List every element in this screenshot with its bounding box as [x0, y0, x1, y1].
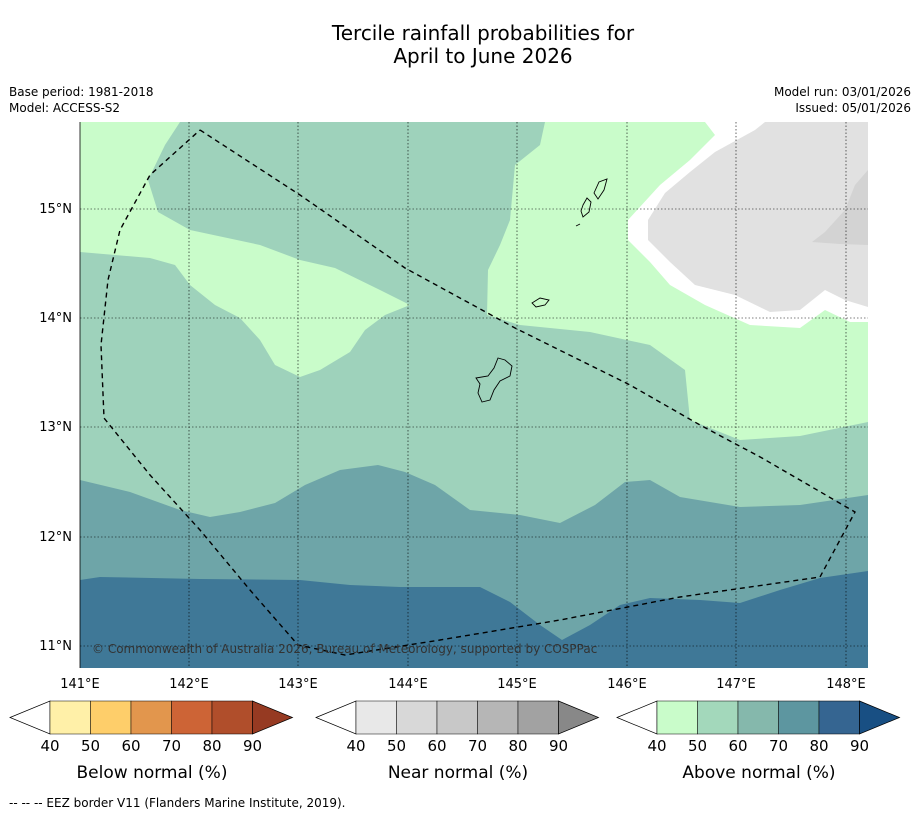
rota-island: [531, 297, 550, 308]
above-lower-extend: [616, 700, 658, 735]
below-color-segment: [130, 700, 172, 735]
lon-label: 143°E: [278, 677, 318, 692]
islands: [475, 178, 608, 403]
probability-map: © Commonwealth of Australia 2026, Bureau…: [9, 122, 901, 783]
below-tick-label: 80: [202, 737, 221, 755]
near-lower-extend: [315, 700, 357, 735]
colorbar-near-label: Near normal (%): [388, 763, 528, 783]
near-color-segment: [517, 700, 559, 735]
colorbar-above-label: Above normal (%): [682, 763, 835, 783]
near-upper-extend: [558, 700, 600, 735]
eez-border: [100, 129, 856, 656]
base-period: Base period: 1981-2018: [9, 85, 154, 99]
model-run: Model run: 03/01/2026: [773, 85, 911, 99]
below-upper-extend: [252, 700, 294, 735]
colorbar-near: 40 50 60 70 80 90: [315, 700, 600, 755]
above-color-segment: [656, 700, 698, 735]
above-tick-label: 80: [809, 737, 828, 755]
lat-label: 14°N: [39, 311, 72, 326]
chart-title: Tercile rainfall probabilities for April…: [0, 22, 919, 68]
below-tick-label: 70: [162, 737, 181, 755]
colorbar-labels: Below normal (%) Near normal (%) Above n…: [77, 763, 836, 783]
lat-label: 13°N: [39, 420, 72, 435]
above-tick-label: 60: [728, 737, 747, 755]
lon-labels: 141°E 142°E 143°E 144°E 145°E 146°E 147°…: [60, 677, 866, 692]
near-color-segment: [355, 700, 397, 735]
map-field: [80, 122, 868, 668]
issued-date: Issued: 05/01/2026: [795, 101, 911, 115]
lat-labels: 15°N 14°N 13°N 12°N 11°N: [39, 202, 72, 654]
lon-label: 144°E: [388, 677, 428, 692]
meta-right: Model run: 03/01/2026 Issued: 05/01/2026: [774, 84, 911, 116]
above-tick-label: 90: [850, 737, 869, 755]
above-color-segment: [697, 700, 739, 735]
above-color-segment: [818, 700, 860, 735]
tinian-island: [580, 197, 592, 218]
above-upper-extend: [859, 700, 901, 735]
below-color-segment: [211, 700, 253, 735]
below-color-segment: [171, 700, 213, 735]
lat-label: 11°N: [39, 639, 72, 654]
below-tick-label: 60: [121, 737, 140, 755]
lon-label: 147°E: [716, 677, 756, 692]
below-color-segment: [49, 700, 91, 735]
near-color-segment: [477, 700, 519, 735]
below-tick-label: 40: [40, 737, 59, 755]
near-color-segment: [396, 700, 438, 735]
near-tick-label: 50: [387, 737, 406, 755]
below-lower-extend: [9, 700, 51, 735]
near-tick-label: 60: [427, 737, 446, 755]
title-line-2: April to June 2026: [393, 44, 573, 68]
lon-label: 145°E: [497, 677, 537, 692]
near-normal-50-region: [812, 170, 868, 245]
near-color-segment: [436, 700, 478, 735]
graticule: [80, 122, 868, 668]
meta-left: Base period: 1981-2018 Model: ACCESS-S2: [9, 84, 154, 116]
near-tick-label: 70: [468, 737, 487, 755]
lon-label: 141°E: [60, 677, 100, 692]
above-80-region: [80, 571, 868, 668]
near-normal-region: [648, 122, 868, 312]
eez-footnote: -- -- -- EEZ border V11 (Flanders Marine…: [9, 796, 346, 810]
model-name: Model: ACCESS-S2: [9, 101, 121, 115]
below-color-segment: [90, 700, 132, 735]
near-tick-label: 90: [549, 737, 568, 755]
above-tick-label: 70: [769, 737, 788, 755]
below-tick-label: 90: [243, 737, 262, 755]
lon-label: 146°E: [607, 677, 647, 692]
colorbar-below-label: Below normal (%): [77, 763, 228, 783]
near-tick-label: 80: [508, 737, 527, 755]
below-tick-label: 50: [81, 737, 100, 755]
lat-label: 15°N: [39, 202, 72, 217]
lon-label: 148°E: [826, 677, 866, 692]
lat-label: 12°N: [39, 530, 72, 545]
saipan-island: [593, 178, 608, 200]
near-tick-label: 40: [346, 737, 365, 755]
copyright-notice: © Commonwealth of Australia 2026, Bureau…: [92, 642, 597, 656]
title-line-1: Tercile rainfall probabilities for: [331, 21, 635, 45]
aguijan-island: [575, 223, 581, 227]
above-color-segment: [737, 700, 779, 735]
above-color-segment: [778, 700, 820, 735]
guam-island: [475, 357, 513, 403]
colorbar-above: 40 50 60 70 80 90: [616, 700, 901, 755]
colorbar-below: 40 50 60 70 80 90: [9, 700, 294, 755]
above-tick-label: 50: [688, 737, 707, 755]
lon-label: 142°E: [169, 677, 209, 692]
above-tick-label: 40: [647, 737, 666, 755]
